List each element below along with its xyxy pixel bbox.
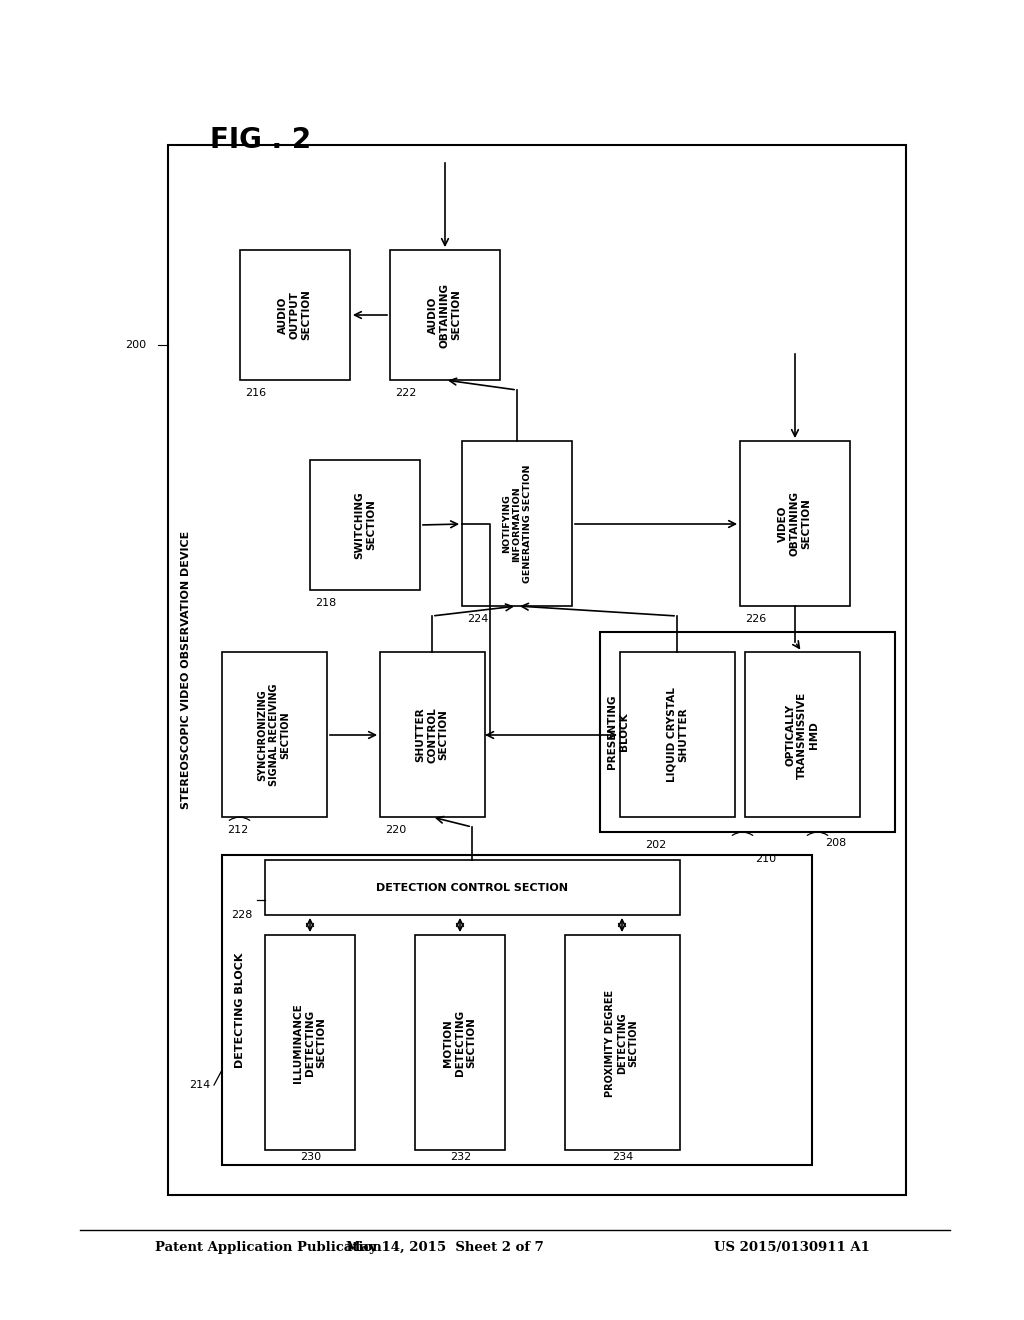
Text: 210: 210 bbox=[755, 854, 776, 865]
Bar bbox=[620, 652, 735, 817]
Text: AUDIO
OUTPUT
SECTION: AUDIO OUTPUT SECTION bbox=[279, 289, 311, 341]
Text: 228: 228 bbox=[231, 909, 253, 920]
Bar bbox=[390, 249, 500, 380]
Bar bbox=[462, 441, 572, 606]
Text: 230: 230 bbox=[300, 1152, 322, 1162]
Text: LIQUID CRYSTAL
SHUTTER: LIQUID CRYSTAL SHUTTER bbox=[667, 688, 688, 783]
Text: VIDEO
OBTAINING
SECTION: VIDEO OBTAINING SECTION bbox=[778, 491, 812, 557]
Text: May 14, 2015  Sheet 2 of 7: May 14, 2015 Sheet 2 of 7 bbox=[346, 1242, 544, 1254]
Text: PRESENTING
BLOCK: PRESENTING BLOCK bbox=[607, 694, 629, 770]
Text: Patent Application Publication: Patent Application Publication bbox=[155, 1242, 382, 1254]
Bar bbox=[600, 632, 895, 832]
Bar bbox=[222, 652, 327, 817]
Text: 208: 208 bbox=[825, 838, 846, 847]
Text: SWITCHING
SECTION: SWITCHING SECTION bbox=[354, 491, 376, 558]
Text: ILLUMINANCE
DETECTING
SECTION: ILLUMINANCE DETECTING SECTION bbox=[294, 1003, 327, 1082]
Text: 234: 234 bbox=[612, 1152, 633, 1162]
Text: 232: 232 bbox=[450, 1152, 471, 1162]
Text: 220: 220 bbox=[385, 825, 407, 836]
Bar bbox=[240, 249, 350, 380]
Text: STEREOSCOPIC VIDEO OBSERVATION DEVICE: STEREOSCOPIC VIDEO OBSERVATION DEVICE bbox=[181, 531, 191, 809]
Bar bbox=[745, 652, 860, 817]
Text: 214: 214 bbox=[188, 1080, 210, 1090]
Bar bbox=[265, 861, 680, 915]
Bar bbox=[222, 855, 812, 1166]
Bar bbox=[415, 935, 505, 1150]
Text: 212: 212 bbox=[227, 825, 248, 836]
Text: MOTION
DETECTING
SECTION: MOTION DETECTING SECTION bbox=[443, 1010, 476, 1076]
Text: 216: 216 bbox=[245, 388, 266, 399]
Text: 224: 224 bbox=[467, 614, 488, 624]
Bar bbox=[740, 441, 850, 606]
Text: 222: 222 bbox=[395, 388, 417, 399]
Bar bbox=[310, 459, 420, 590]
Text: SHUTTER
CONTROL
SECTION: SHUTTER CONTROL SECTION bbox=[416, 708, 449, 763]
Text: US 2015/0130911 A1: US 2015/0130911 A1 bbox=[714, 1242, 870, 1254]
Text: 226: 226 bbox=[745, 614, 766, 624]
Text: 218: 218 bbox=[315, 598, 336, 609]
Text: AUDIO
OBTAINING
SECTION: AUDIO OBTAINING SECTION bbox=[428, 282, 462, 347]
Text: FIG . 2: FIG . 2 bbox=[210, 125, 311, 154]
Bar bbox=[168, 145, 906, 1195]
Bar bbox=[565, 935, 680, 1150]
Text: 200: 200 bbox=[125, 341, 146, 350]
Text: OPTICALLY
TRANSMISSIVE
HMD: OPTICALLY TRANSMISSIVE HMD bbox=[785, 692, 818, 779]
Text: PROXIMITY DEGREE
DETECTING
SECTION: PROXIMITY DEGREE DETECTING SECTION bbox=[605, 990, 639, 1097]
Text: DETECTING BLOCK: DETECTING BLOCK bbox=[234, 952, 245, 1068]
Text: SYNCHRONIZING
SIGNAL RECEIVING
SECTION: SYNCHRONIZING SIGNAL RECEIVING SECTION bbox=[257, 684, 291, 787]
Bar bbox=[265, 935, 355, 1150]
Bar bbox=[380, 652, 485, 817]
Text: DETECTION CONTROL SECTION: DETECTION CONTROL SECTION bbox=[376, 883, 568, 894]
Text: NOTIFYING
INFORMATION
GENERATING SECTION: NOTIFYING INFORMATION GENERATING SECTION bbox=[502, 465, 531, 583]
Text: 202: 202 bbox=[645, 840, 667, 850]
